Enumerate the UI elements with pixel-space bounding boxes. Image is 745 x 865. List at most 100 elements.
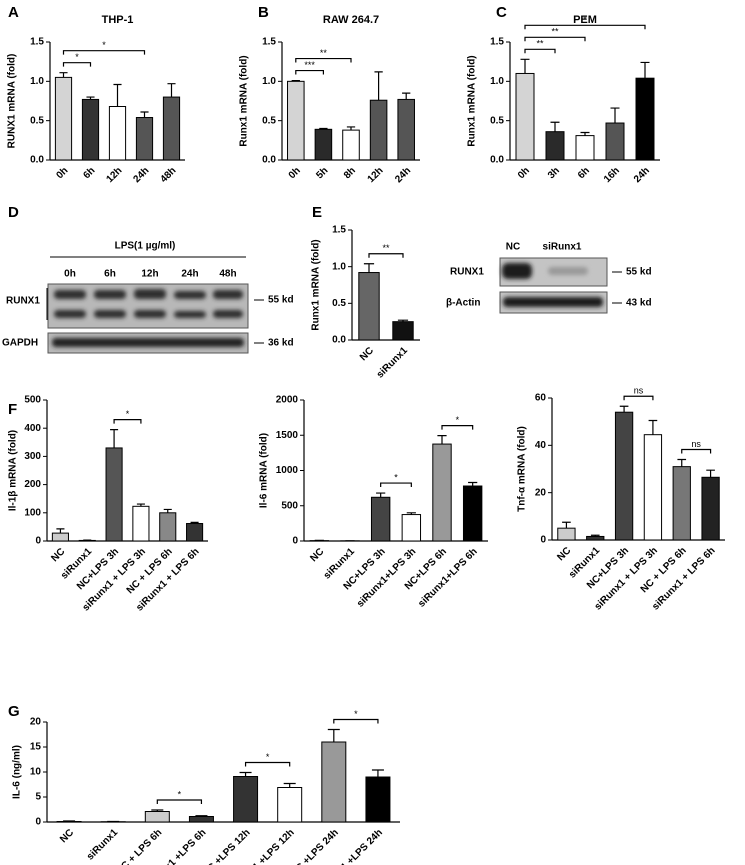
error-bar bbox=[610, 107, 620, 124]
error-bar bbox=[319, 127, 328, 130]
significance-label: * bbox=[102, 40, 106, 50]
lane-label: 6h bbox=[104, 269, 116, 280]
y-tick-label: 0.5 bbox=[490, 115, 504, 126]
y-tick-label: 20 bbox=[30, 717, 42, 728]
error-bar bbox=[346, 126, 356, 131]
y-tick-label: 0 bbox=[35, 536, 41, 547]
x-tick-label: NC +LPS 24h bbox=[289, 827, 341, 865]
bar bbox=[365, 776, 391, 823]
blot-actin bbox=[499, 291, 608, 314]
error-bar bbox=[167, 83, 176, 98]
bar bbox=[575, 135, 595, 161]
error-bar bbox=[437, 435, 447, 445]
error-bar bbox=[59, 72, 68, 78]
significance-bracket bbox=[380, 482, 412, 488]
bar bbox=[545, 131, 565, 161]
significance-bracket bbox=[295, 69, 324, 75]
y-axis-label: Il-1β mRNA (fold) bbox=[8, 430, 19, 511]
y-tick-label: 300 bbox=[24, 451, 41, 462]
error-bar bbox=[136, 503, 145, 507]
y-tick-label: 200 bbox=[24, 479, 41, 490]
error-bar bbox=[190, 521, 199, 524]
error-bar bbox=[56, 528, 65, 534]
lane-label: 24h bbox=[181, 269, 198, 280]
row-label: β-Actin bbox=[446, 298, 480, 309]
significance-label: * bbox=[126, 409, 130, 419]
y-tick-label: 0.0 bbox=[30, 155, 44, 166]
y-tick-label: 40 bbox=[535, 440, 547, 451]
error-bar bbox=[590, 534, 600, 537]
bar bbox=[162, 96, 181, 161]
panel-letter: B bbox=[258, 4, 269, 21]
size-label: 36 kd bbox=[268, 338, 294, 349]
y-tick-label: 0.0 bbox=[490, 155, 504, 166]
y-tick-label: 1.0 bbox=[490, 76, 504, 87]
significance-bracket bbox=[62, 62, 92, 67]
panel-letter: G bbox=[8, 703, 20, 720]
y-tick-label: 0 bbox=[292, 536, 298, 547]
significance-bracket bbox=[524, 48, 556, 54]
bar bbox=[105, 447, 123, 542]
bar bbox=[635, 77, 655, 161]
error-bar bbox=[677, 458, 687, 467]
x-tick-label: 0h bbox=[287, 165, 303, 181]
blot-runx1 bbox=[499, 257, 608, 287]
y-axis-label: Runx1 mRNA (fold) bbox=[311, 239, 322, 330]
panel-letter: F bbox=[8, 401, 17, 418]
error-bar bbox=[239, 771, 252, 777]
y-axis-label: Runx1 mRNA (fold) bbox=[467, 55, 478, 146]
bar bbox=[287, 80, 305, 161]
y-tick-label: 0.0 bbox=[262, 155, 276, 166]
y-tick-label: 2000 bbox=[276, 395, 299, 406]
error-bar bbox=[151, 809, 164, 812]
significance-bracket bbox=[113, 419, 142, 424]
error-bar bbox=[648, 419, 658, 435]
error-bar bbox=[706, 469, 715, 478]
y-tick-label: 1.0 bbox=[262, 76, 276, 87]
y-axis-label: RUNX1 mRNA (fold) bbox=[7, 54, 18, 149]
y-tick-label: 0 bbox=[540, 535, 546, 546]
bar bbox=[369, 99, 388, 161]
lane-label: 12h bbox=[141, 269, 158, 280]
y-tick-label: 15 bbox=[30, 742, 42, 753]
significance-bracket bbox=[295, 57, 352, 63]
bar bbox=[401, 514, 422, 542]
x-tick-label: 5h bbox=[314, 165, 330, 181]
error-bar bbox=[110, 429, 119, 448]
x-tick-label: NC bbox=[308, 546, 326, 564]
bar bbox=[432, 443, 452, 542]
chart-title: RAW 264.7 bbox=[323, 14, 379, 26]
x-tick-label: 12h bbox=[366, 165, 386, 185]
y-tick-label: 100 bbox=[24, 507, 41, 518]
significance-label: * bbox=[394, 472, 398, 482]
panel-letter: E bbox=[312, 204, 322, 221]
x-tick-label: 12h bbox=[105, 165, 125, 185]
bar bbox=[277, 787, 303, 823]
significance-bracket bbox=[333, 718, 379, 724]
y-tick-label: 0.5 bbox=[30, 115, 44, 126]
bar bbox=[557, 527, 576, 541]
significance-label: *** bbox=[304, 60, 315, 70]
y-axis-label: IL-6 (ng/ml) bbox=[12, 745, 23, 799]
significance-bracket bbox=[524, 24, 646, 30]
error-bar bbox=[397, 319, 409, 322]
row-label: RUNX1 bbox=[6, 296, 40, 307]
row-label: RUNX1 bbox=[450, 267, 484, 278]
y-tick-label: 1.0 bbox=[30, 76, 44, 87]
y-tick-label: 20 bbox=[535, 487, 547, 498]
error-bar bbox=[562, 521, 571, 529]
error-bar bbox=[640, 61, 650, 79]
bar bbox=[701, 476, 720, 541]
significance-label: * bbox=[583, 15, 587, 25]
bar bbox=[397, 98, 415, 161]
error-bar bbox=[113, 83, 122, 107]
y-tick-label: 1.5 bbox=[30, 37, 44, 48]
y-tick-label: 1.5 bbox=[262, 37, 276, 48]
error-bar bbox=[63, 820, 76, 822]
lane-label: 0h bbox=[64, 269, 76, 280]
significance-bracket bbox=[156, 799, 203, 804]
x-tick-label: NC bbox=[358, 345, 376, 363]
x-tick-label: 24h bbox=[132, 165, 152, 185]
bar bbox=[342, 129, 360, 161]
error-bar bbox=[402, 92, 411, 100]
